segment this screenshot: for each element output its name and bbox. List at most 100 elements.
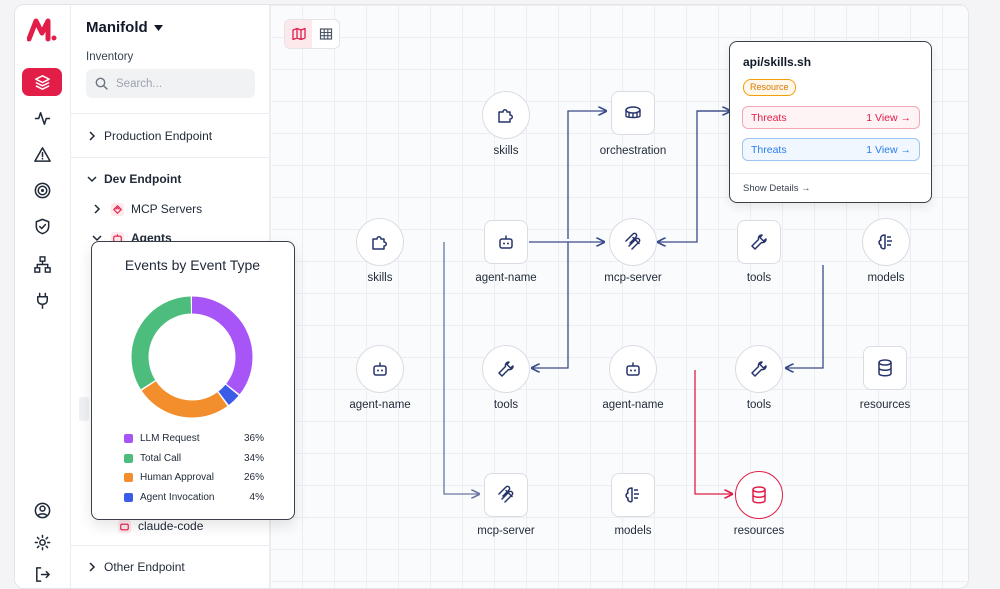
dev-endpoint-row[interactable]: Dev Endpoint (86, 172, 181, 186)
caret-down-icon (153, 24, 163, 31)
threats-row-critical[interactable]: Threats 1 View → (742, 106, 920, 129)
node-label: tools (493, 399, 519, 411)
bot-icon (499, 235, 513, 249)
claude-code-row[interactable]: claude-code (116, 518, 203, 534)
mcp-server-node[interactable] (609, 218, 657, 266)
mcp-servers-row[interactable]: MCP Servers (91, 201, 202, 217)
activity-nav-button[interactable] (22, 104, 62, 132)
show-details-link[interactable]: Show Details → (743, 183, 811, 194)
card-title: Events by Event Type (124, 257, 261, 273)
search-box (86, 69, 255, 98)
mcp-servers-label: MCP Servers (131, 202, 203, 216)
legend-percent: 36% (243, 433, 264, 444)
legend-swatch (124, 434, 133, 443)
bot-icon (626, 362, 640, 376)
search-icon (95, 77, 108, 90)
production-endpoint-row[interactable]: Production Endpoint (86, 129, 212, 143)
mcp-icon (498, 485, 514, 503)
legend-label: LLM Request (140, 433, 200, 444)
resources-node[interactable] (863, 346, 907, 390)
donut-slice-total-call[interactable] (131, 296, 253, 418)
brain-icon (878, 234, 892, 250)
popover-title: api/skills.sh (743, 55, 812, 69)
alerts-nav-button[interactable] (22, 140, 62, 168)
legend-percent: 26% (243, 472, 264, 483)
node-label: agent-name (602, 399, 664, 411)
logout-button[interactable] (22, 560, 62, 588)
tools-node[interactable] (735, 345, 783, 393)
wrench-icon (498, 361, 514, 377)
legend-percent: 34% (243, 452, 264, 464)
other-endpoint-row[interactable]: Other Endpoint (86, 560, 185, 574)
edge-tools-to-orchestration (567, 111, 606, 239)
other-endpoint-label: Other Endpoint (104, 560, 185, 574)
resources-node-alert[interactable] (735, 471, 783, 519)
targets-nav-button[interactable] (22, 176, 62, 204)
workspace-switcher[interactable]: Manifold (86, 19, 163, 36)
node-label: mcp-server (477, 525, 535, 537)
mcp-server-node[interactable] (484, 473, 528, 517)
node-label: tools (746, 272, 772, 284)
legend-swatch (124, 453, 133, 463)
app-window: Manifold Inventory Production Endpoint D… (14, 4, 969, 589)
settings-button[interactable] (22, 528, 62, 556)
threats-view-link[interactable]: 1 View → (866, 111, 911, 124)
models-node[interactable] (611, 473, 655, 517)
mcp-server-icon (109, 201, 125, 217)
map-icon (291, 27, 306, 41)
threats-view-link[interactable]: 1 View → (866, 143, 911, 156)
legend-swatch (124, 473, 133, 482)
security-nav-button[interactable] (22, 212, 62, 240)
selected-row-highlight (79, 397, 89, 421)
inventory-label: Inventory (86, 51, 134, 63)
database-icon (878, 359, 892, 377)
production-endpoint-label: Production Endpoint (104, 129, 213, 143)
database-icon (752, 486, 766, 504)
skills-node[interactable] (482, 91, 530, 139)
wrench-icon (751, 361, 767, 377)
edge-skills-to-mcp-bottom (443, 242, 479, 494)
drum-icon (625, 106, 641, 119)
profile-button[interactable] (22, 496, 62, 524)
node-label: agent-name (475, 272, 537, 284)
target-icon (34, 182, 50, 198)
agent-node[interactable] (609, 345, 657, 393)
table-icon (319, 28, 332, 40)
inventory-nav-button[interactable] (22, 68, 62, 96)
network-icon (33, 255, 51, 273)
edge-agent-top-to-mcp (658, 110, 732, 242)
manifold-logo (27, 18, 57, 42)
search-input[interactable] (114, 76, 248, 91)
agent-node[interactable] (484, 220, 528, 264)
agent-bot-icon (116, 518, 132, 534)
skills-node[interactable] (356, 218, 404, 266)
brain-icon (625, 487, 639, 503)
threats-label: Threats (751, 143, 787, 156)
donut-slice-llm-request[interactable] (131, 296, 253, 418)
edge-agent-to-resources-alert (694, 370, 732, 494)
tools-node[interactable] (737, 220, 781, 264)
workspace-name: Manifold (86, 19, 148, 36)
chevron-right-icon (94, 204, 101, 214)
integrations-nav-button[interactable] (22, 286, 62, 314)
table-view-button[interactable] (312, 20, 339, 48)
legend-item: Human Approval 26% (124, 472, 264, 483)
models-node[interactable] (862, 218, 910, 266)
agent-node[interactable] (356, 345, 404, 393)
node-label: skills (493, 145, 519, 157)
legend-item: Total Call 34% (124, 453, 264, 464)
chevron-down-icon (92, 235, 102, 242)
threats-label: Threats (751, 111, 787, 124)
donut-slice-human-approval[interactable] (131, 296, 253, 418)
tools-node[interactable] (482, 345, 530, 393)
node-label: models (867, 272, 905, 284)
network-nav-button[interactable] (22, 250, 62, 278)
node-label: resources (733, 525, 785, 537)
threats-row-info[interactable]: Threats 1 View → (742, 138, 920, 161)
legend-label: Agent Invocation (140, 491, 215, 503)
orchestration-node[interactable] (611, 91, 655, 135)
graph-view-button[interactable] (285, 20, 312, 48)
claude-code-label: claude-code (138, 519, 204, 533)
plug-icon (36, 292, 48, 309)
puzzle-icon (498, 109, 513, 123)
